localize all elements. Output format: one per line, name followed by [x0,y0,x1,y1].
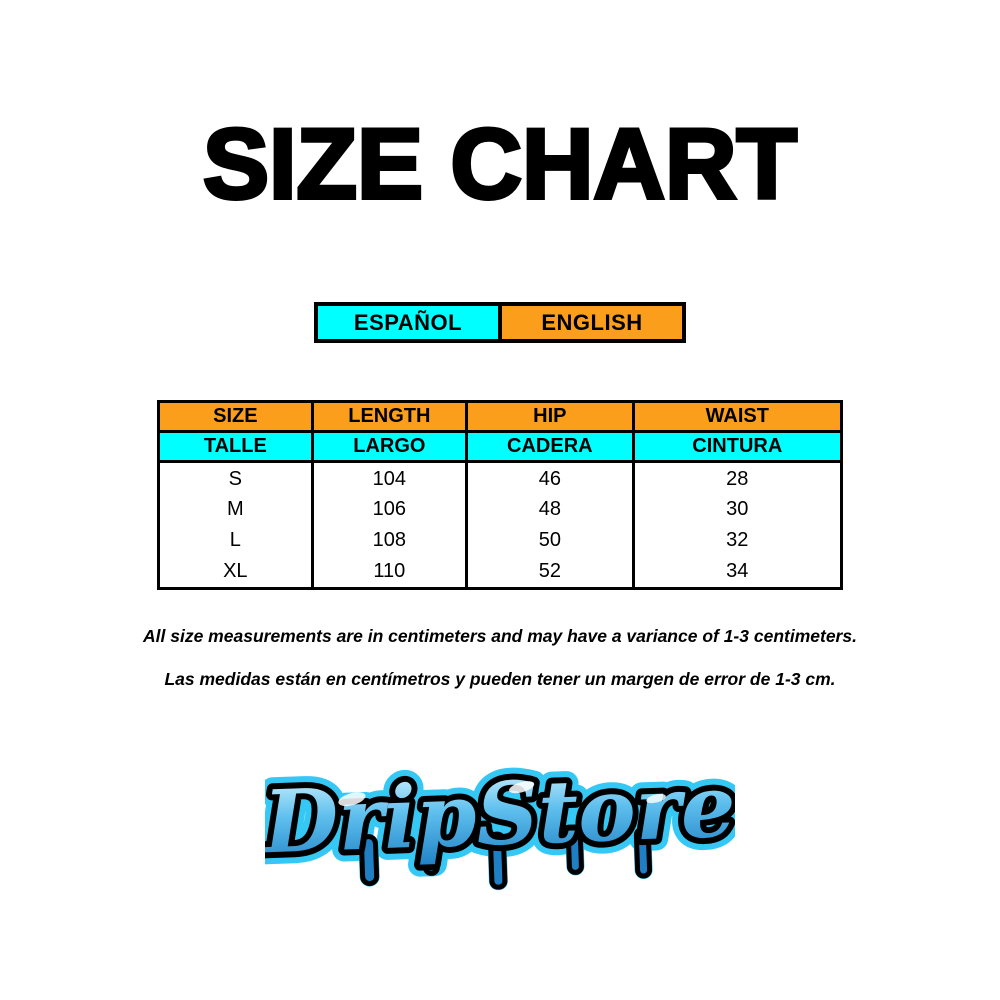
page-title: SIZE CHART [201,108,799,219]
cell-length: 106 [314,494,469,525]
cell-waist: 32 [726,529,749,551]
cell-waist: 30 [726,498,749,520]
header-cell-length: LENGTH [313,403,469,433]
table-header-spanish: TALLE LARGO CADERA CINTURA [160,433,840,463]
cell-length: 110 [314,556,469,587]
header-cell-talle: TALLE [160,433,314,463]
dripstore-logo: DripStore DripStore DripStore [247,744,749,912]
header-cell-hip: HIP [468,403,635,433]
table-row: M 106 48 30 [160,494,840,525]
cell-length: 108 [314,525,469,556]
logo-drips [358,826,653,890]
header-cell-size: SIZE [160,403,314,433]
header-cell-cadera: CADERA [468,433,635,463]
tab-espanol[interactable]: ESPAÑOL [318,306,502,339]
cell-hip: 48 [468,494,635,525]
language-tabs: ESPAÑOL ENGLISH [314,302,686,343]
table-header-english: SIZE LENGTH HIP WAIST [160,403,840,433]
table-row: S 104 46 28 [160,463,840,494]
cell-hip: 50 [468,525,635,556]
cell-hip: 52 [468,556,635,587]
header-cell-cintura: CINTURA [634,433,840,463]
cell-size: XL [160,556,314,587]
cell-length: 104 [314,463,469,494]
table-row: XL 110 52 34 [160,556,840,587]
disclaimer-english: All size measurements are in centimeters… [143,626,857,646]
table-row: L 108 50 32 [160,525,840,556]
logo-text-outline: DripStore [265,756,735,874]
disclaimer-spanish: Las medidas están en centímetros y puede… [164,669,836,689]
dripstore-logo-art: DripStore DripStore DripStore [247,744,749,891]
size-table: SIZE LENGTH HIP WAIST TALLE LARGO CADERA… [157,400,843,590]
table-body: S 104 46 28 M 106 48 30 L 108 50 32 XL 1… [160,463,840,587]
cell-waist: 34 [726,560,749,582]
cell-size: S [160,463,314,494]
cell-size: M [160,494,314,525]
header-cell-largo: LARGO [313,433,469,463]
cell-hip: 46 [468,463,635,494]
tab-english[interactable]: ENGLISH [502,306,682,339]
header-cell-waist: WAIST [634,403,840,433]
cell-size: L [160,525,314,556]
logo-text-fill: DripStore [265,756,735,874]
cell-waist: 28 [726,468,749,490]
logo-highlights [338,781,666,807]
